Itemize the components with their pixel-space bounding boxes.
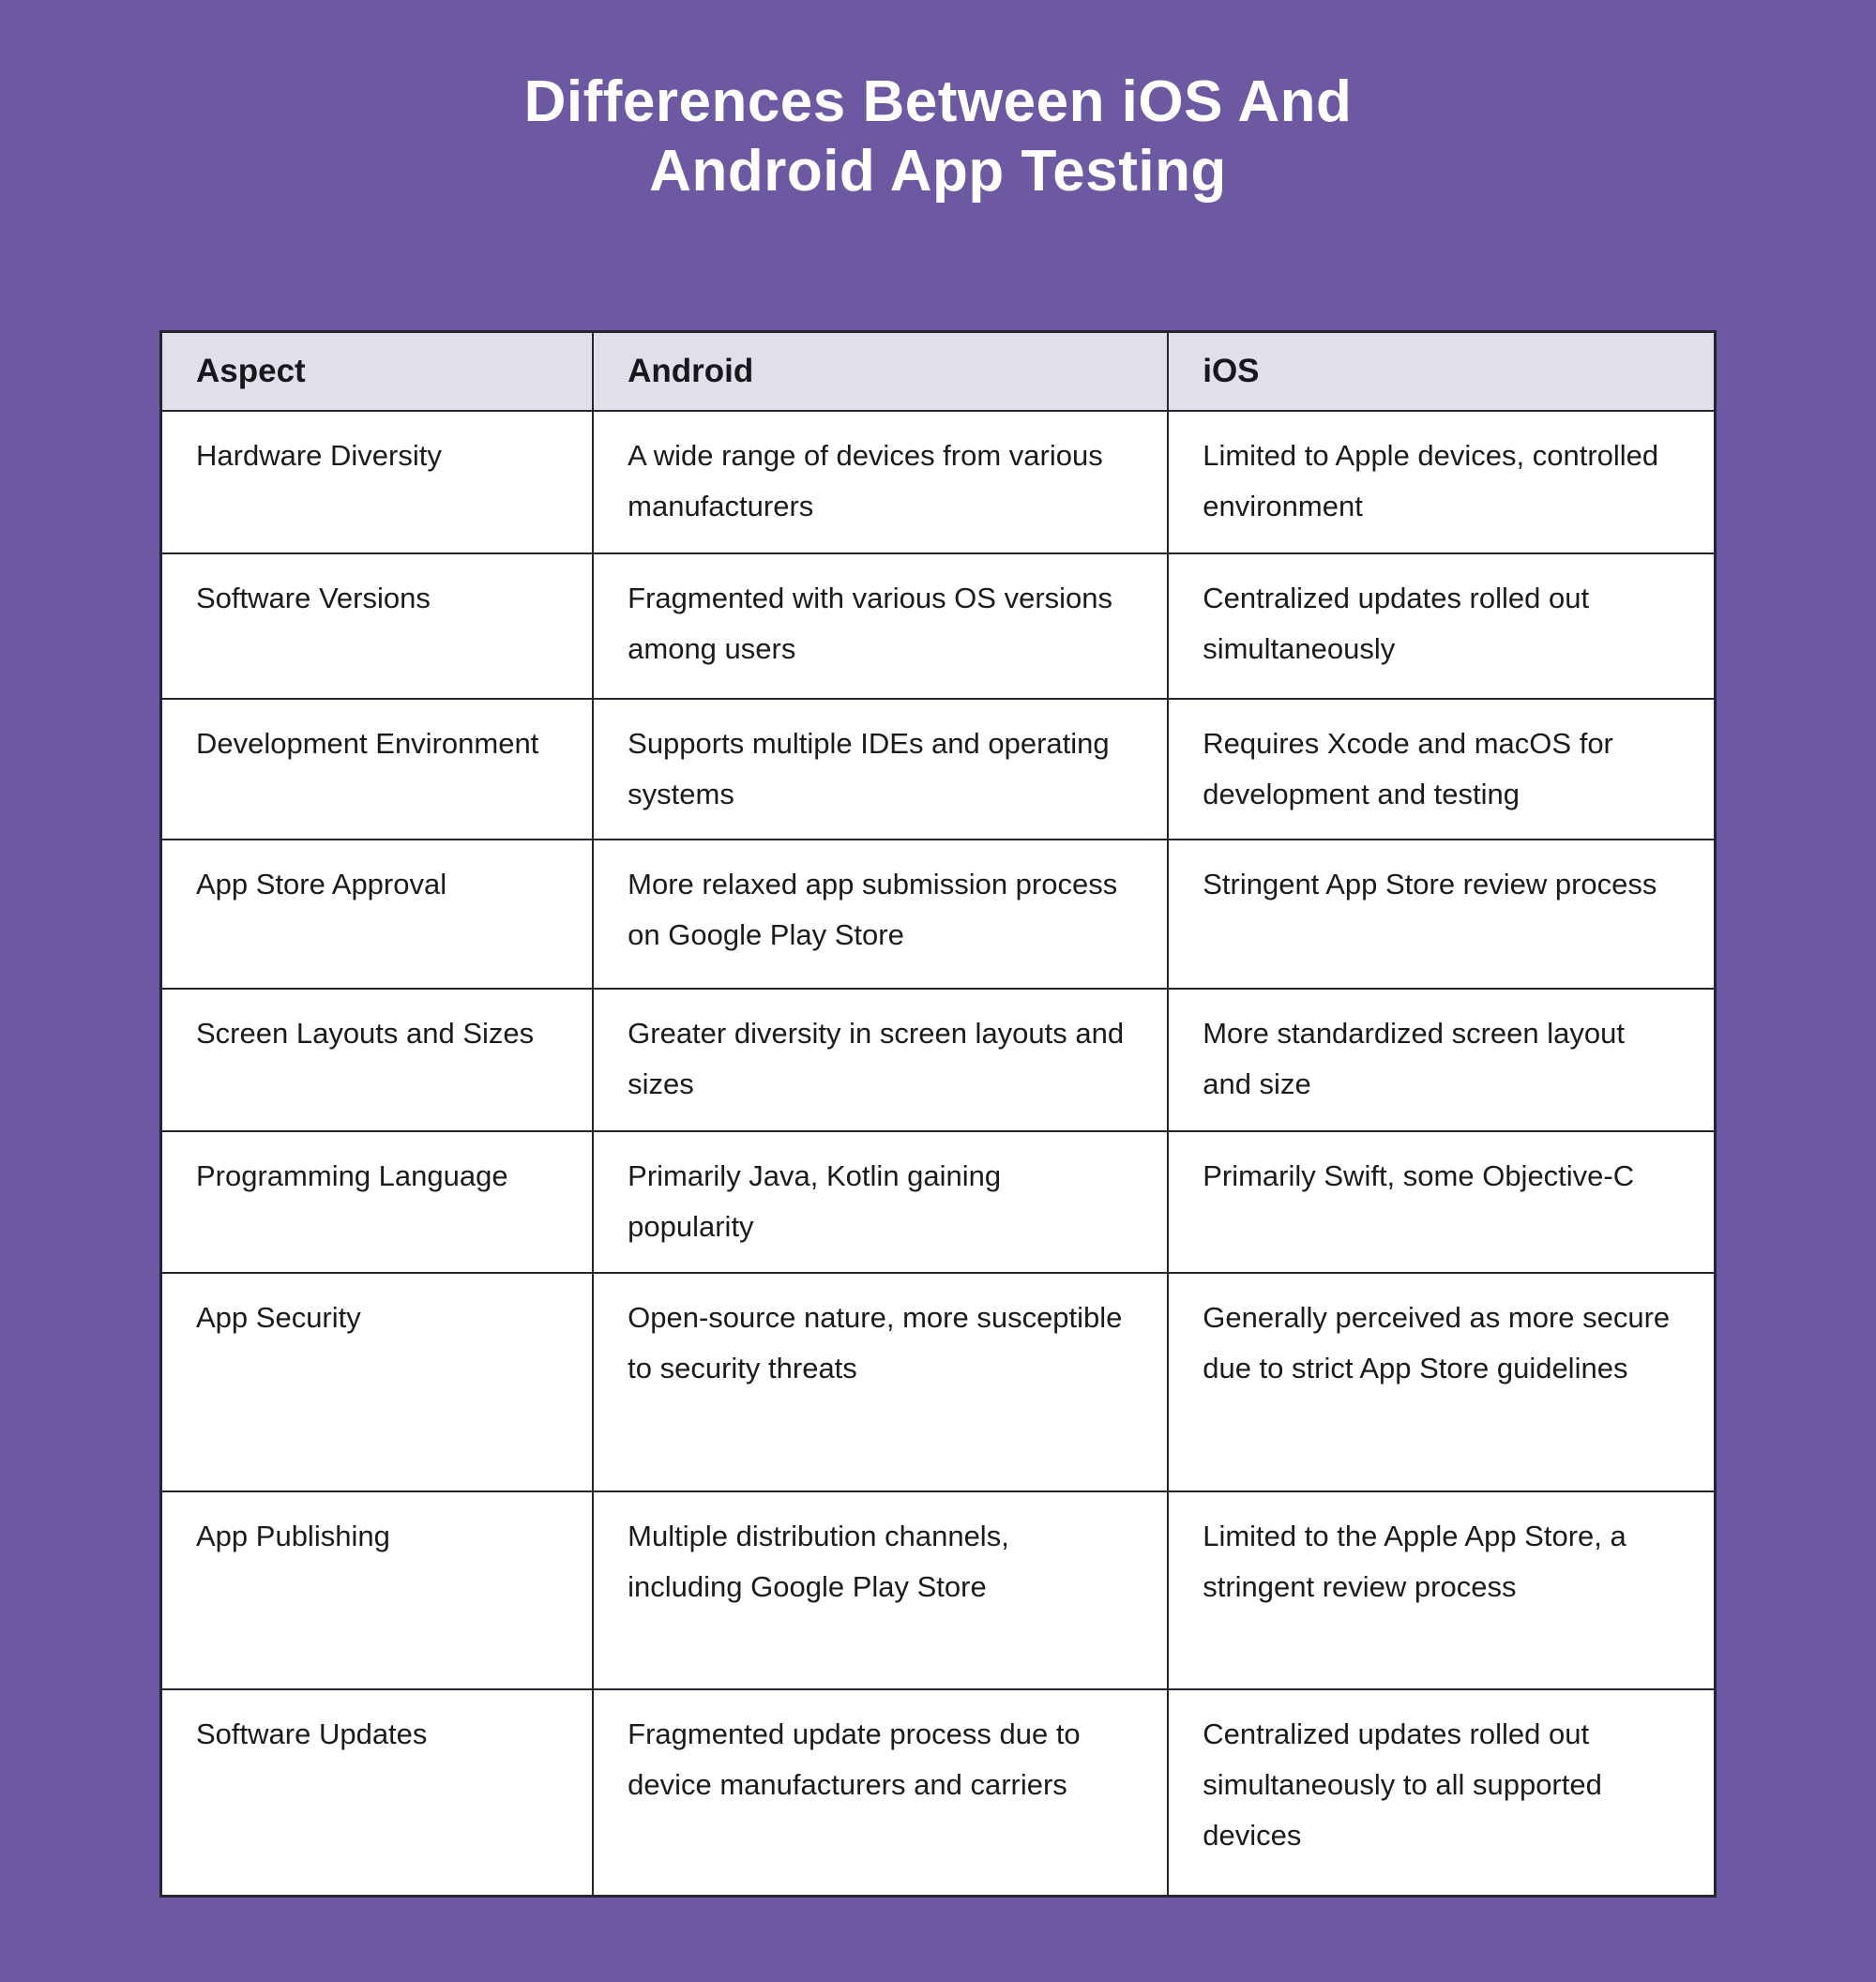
android-cell: Multiple distribution channels, includin… [592, 1490, 1170, 1690]
ios-cell: Limited to the Apple App Store, a string… [1167, 1490, 1717, 1690]
table-row: Programming Language Primarily Java, Kot… [159, 1129, 1717, 1274]
comparison-table: Aspect Android iOS Hardware Diversity A … [159, 330, 1717, 1898]
table-row: Development Environment Supports multipl… [159, 697, 1717, 840]
android-cell: Open-source nature, more susceptible to … [592, 1271, 1170, 1492]
column-header-ios: iOS [1167, 330, 1717, 412]
ios-cell: Primarily Swift, some Objective-C [1167, 1129, 1717, 1274]
table-row: Software Updates Fragmented update proce… [159, 1687, 1717, 1898]
aspect-cell: App Publishing [159, 1490, 595, 1690]
table-row: Hardware Diversity A wide range of devic… [159, 409, 1717, 554]
aspect-cell: Development Environment [159, 697, 595, 840]
android-cell: Greater diversity in screen layouts and … [592, 987, 1170, 1132]
table-row: App Security Open-source nature, more su… [159, 1271, 1717, 1492]
aspect-cell: Software Updates [159, 1687, 595, 1898]
table-row: App Store Approval More relaxed app subm… [159, 838, 1717, 990]
ios-cell: Limited to Apple devices, controlled env… [1167, 409, 1717, 554]
table-row: Screen Layouts and Sizes Greater diversi… [159, 987, 1717, 1132]
table-row: App Publishing Multiple distribution cha… [159, 1490, 1717, 1690]
comparison-table-container: Aspect Android iOS Hardware Diversity A … [159, 330, 1717, 1898]
table-row: Software Versions Fragmented with variou… [159, 552, 1717, 700]
ios-cell: Centralized updates rolled out simultane… [1167, 552, 1717, 700]
page-title-line2: Android App Testing [649, 139, 1227, 204]
aspect-cell: Screen Layouts and Sizes [159, 987, 595, 1132]
android-cell: Supports multiple IDEs and operating sys… [592, 697, 1170, 840]
android-cell: Fragmented with various OS versions amon… [592, 552, 1170, 700]
android-cell: Fragmented update process due to device … [592, 1687, 1170, 1898]
aspect-cell: App Store Approval [159, 838, 595, 990]
aspect-cell: Programming Language [159, 1129, 595, 1274]
aspect-cell: Software Versions [159, 552, 595, 700]
aspect-cell: Hardware Diversity [159, 409, 595, 554]
ios-cell: Generally perceived as more secure due t… [1167, 1271, 1717, 1492]
android-cell: More relaxed app submission process on G… [592, 838, 1170, 990]
page-title: Differences Between iOS And Android App … [0, 68, 1876, 206]
android-cell: A wide range of devices from various man… [592, 409, 1170, 554]
table-header-row: Aspect Android iOS [159, 330, 1717, 412]
ios-cell: Requires Xcode and macOS for development… [1167, 697, 1717, 840]
column-header-aspect: Aspect [159, 330, 595, 412]
ios-cell: More standardized screen layout and size [1167, 987, 1717, 1132]
page-title-line1: Differences Between iOS And [523, 69, 1353, 134]
ios-cell: Centralized updates rolled out simultane… [1167, 1687, 1717, 1898]
column-header-android: Android [592, 330, 1170, 412]
android-cell: Primarily Java, Kotlin gaining popularit… [592, 1129, 1170, 1274]
ios-cell: Stringent App Store review process [1167, 838, 1717, 990]
aspect-cell: App Security [159, 1271, 595, 1492]
